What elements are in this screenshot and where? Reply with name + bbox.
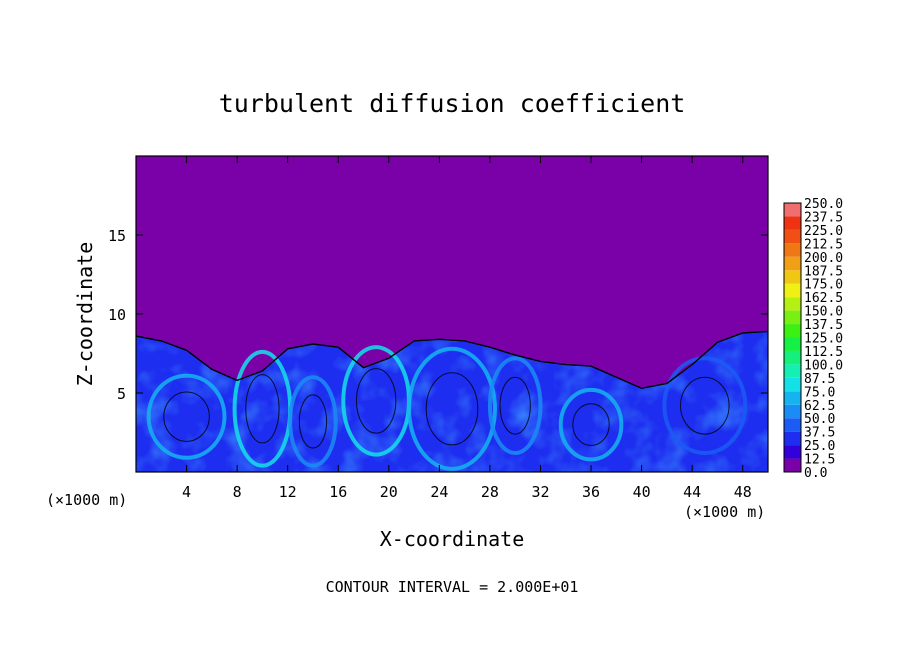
colorbar-swatch <box>784 283 801 298</box>
colorbar-swatch <box>784 364 801 378</box>
x-tick-label: 48 <box>734 483 752 501</box>
x-tick-label: 24 <box>430 483 448 501</box>
eddy-swirl <box>558 387 624 462</box>
colorbar-label: 137.5 <box>804 318 843 333</box>
colorbar-swatch <box>784 404 801 419</box>
colorbar-label: 200.0 <box>804 251 843 266</box>
chart-title: turbulent diffusion coefficient <box>219 89 686 118</box>
colorbar-label: 37.5 <box>804 426 835 441</box>
colorbar-label: 100.0 <box>804 358 843 373</box>
turbulent-layer-texture <box>136 331 768 472</box>
x-tick-label: 44 <box>683 483 701 501</box>
y-tick-label: 5 <box>117 385 126 403</box>
colorbar-label: 225.0 <box>804 224 843 239</box>
eddy-swirl <box>288 375 338 468</box>
x-axis-label: X-coordinate <box>380 527 525 551</box>
plot-area <box>136 156 768 472</box>
colorbar-swatch <box>784 445 801 459</box>
y-axis: 5 10 15 <box>108 227 768 403</box>
x-axis: 4 8 12 16 20 24 28 32 36 40 44 48 <box>182 156 752 501</box>
colorbar-label: 50.0 <box>804 412 835 427</box>
colorbar-swatch <box>784 256 801 271</box>
colorbar-label: 162.5 <box>804 291 843 306</box>
colorbar-swatch <box>784 431 801 446</box>
colorbar-label: 237.5 <box>804 210 843 225</box>
colorbar-label: 12.5 <box>804 453 835 468</box>
colorbar-swatch <box>784 216 801 230</box>
colorbar-label: 150.0 <box>804 305 843 320</box>
colorbar-swatch <box>784 337 801 351</box>
eddy-contour <box>163 391 210 442</box>
colorbar-label: 250.0 <box>804 197 843 212</box>
eddy-contour <box>245 374 280 444</box>
turbulent-layer-contour <box>136 330 768 390</box>
eddy-swirl <box>407 346 497 471</box>
colorbar-swatch <box>784 458 801 472</box>
eddy-contour <box>499 376 531 435</box>
eddy-swirl <box>662 356 748 456</box>
colorbar-label: 75.0 <box>804 385 835 400</box>
x-unit-left: (×1000 m) <box>46 491 127 509</box>
y-axis-label: Z-coordinate <box>73 242 97 387</box>
colorbar-label: 125.0 <box>804 332 843 347</box>
x-unit-right: (×1000 m) <box>684 503 765 521</box>
eddy-contour <box>680 376 730 435</box>
eddy-contour <box>425 372 479 446</box>
colorbar-swatch <box>784 391 801 405</box>
x-tick-label: 20 <box>380 483 398 501</box>
colorbar-label: 62.5 <box>804 399 835 414</box>
colorbar-swatch <box>784 270 801 284</box>
colorbar-frame <box>783 202 802 473</box>
colorbar: 0.012.525.037.550.062.575.087.5100.0112.… <box>783 197 843 481</box>
colorbar-swatch <box>784 324 801 338</box>
eddy-contour <box>572 403 610 446</box>
x-tick-label: 12 <box>279 483 297 501</box>
colorbar-label: 175.0 <box>804 278 843 293</box>
x-tick-label: 4 <box>182 483 191 501</box>
eddy-swirl <box>146 373 227 460</box>
colorbar-swatch <box>784 377 801 392</box>
colorbar-swatch <box>784 418 801 432</box>
colorbar-swatch <box>784 203 801 217</box>
x-tick-label: 32 <box>531 483 549 501</box>
colorbar-swatch <box>784 350 801 365</box>
eddy-swirl <box>487 356 543 456</box>
colorbar-label: 212.5 <box>804 237 843 252</box>
y-tick-label: 15 <box>108 227 126 245</box>
colorbar-label: 0.0 <box>804 466 827 481</box>
contour-interval-note: CONTOUR INTERVAL = 2.000E+01 <box>326 578 579 596</box>
x-tick-label: 28 <box>481 483 499 501</box>
colorbar-label: 87.5 <box>804 372 835 387</box>
colorbar-swatch <box>784 297 801 311</box>
colorbar-label: 187.5 <box>804 264 843 279</box>
colorbar-swatch <box>784 243 801 257</box>
eddy-contour <box>355 368 397 434</box>
eddy-structures <box>146 345 748 471</box>
colorbar-label: 25.0 <box>804 439 835 454</box>
colorbar-swatch <box>784 310 801 325</box>
x-tick-label: 16 <box>329 483 347 501</box>
colorbar-label: 112.5 <box>804 345 843 360</box>
x-tick-label: 36 <box>582 483 600 501</box>
x-tick-label: 8 <box>233 483 242 501</box>
colorbar-swatch <box>784 229 801 244</box>
eddy-contour <box>298 394 328 449</box>
x-tick-label: 40 <box>633 483 651 501</box>
y-tick-label: 10 <box>108 306 126 324</box>
